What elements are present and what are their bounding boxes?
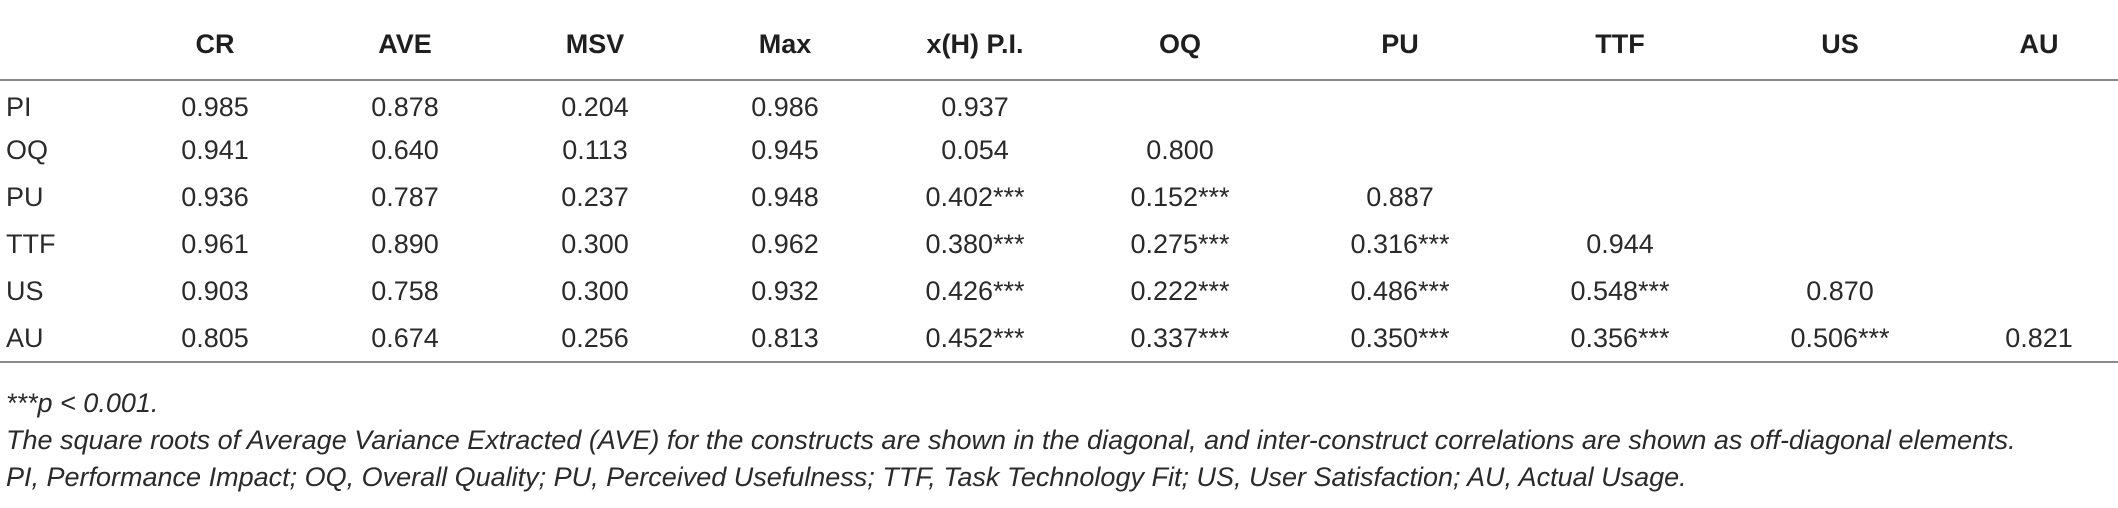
table-cell: 0.962 — [751, 229, 819, 259]
results-table: CR AVE MSV Max x(H) P.I. OQ PU TTF US AU… — [0, 10, 2118, 363]
row-label: OQ — [6, 135, 49, 165]
row-label: PI — [6, 91, 32, 122]
table-cell: 0.674 — [310, 315, 500, 363]
table-cell: 0.152*** — [1130, 182, 1230, 212]
table-cell — [1730, 174, 1950, 221]
table-cell: 0.758 — [371, 276, 439, 306]
header-cell-pu: PU — [1290, 10, 1510, 81]
table-cell — [1950, 221, 2118, 268]
table-cell: 0.937 — [941, 91, 1009, 122]
table-cell: 0.985 — [181, 91, 249, 122]
footnote-abbreviations: PI, Performance Impact; OQ, Overall Qual… — [6, 462, 1687, 492]
table-cell — [1290, 127, 1510, 174]
table-cell: 0.961 — [181, 229, 249, 259]
table-cell: 0.986 — [751, 91, 819, 122]
table-cell: 0.452*** — [880, 315, 1070, 363]
table-row: TTF 0.961 0.890 0.300 0.962 0.380*** 0.2… — [0, 221, 2118, 268]
table-cell: 0.337*** — [1070, 315, 1290, 363]
table-cell — [1950, 80, 2118, 127]
footnote-diagonal-explanation: The square roots of Average Variance Ext… — [6, 425, 2016, 455]
table-row: PU 0.936 0.787 0.237 0.948 0.402*** 0.15… — [0, 174, 2118, 221]
table-cell: 0.787 — [371, 182, 439, 212]
row-label: US — [6, 276, 44, 306]
row-label: AU — [0, 315, 120, 363]
table-row: OQ 0.941 0.640 0.113 0.945 0.054 0.800 — [0, 127, 2118, 174]
table-cell: 0.945 — [751, 135, 819, 165]
table-cell: 0.426*** — [925, 276, 1025, 306]
table-cell: 0.805 — [120, 315, 310, 363]
table-cell: 0.640 — [371, 135, 439, 165]
table-cell — [1730, 127, 1950, 174]
table-cell: 0.548*** — [1570, 276, 1670, 306]
header-cell-au: AU — [1950, 10, 2118, 81]
table-cell: 0.275*** — [1130, 229, 1230, 259]
table-cell: 0.256 — [500, 315, 690, 363]
table-cell: 0.878 — [371, 91, 439, 122]
table-cell: 0.903 — [181, 276, 249, 306]
table-cell: 0.402*** — [925, 182, 1025, 212]
table-cell — [1510, 80, 1730, 127]
table-cell: 0.300 — [561, 229, 629, 259]
table-cell: 0.356*** — [1510, 315, 1730, 363]
table-row: PI 0.985 0.878 0.204 0.986 0.937 — [0, 80, 2118, 127]
table-cell: 0.300 — [561, 276, 629, 306]
table-cell: 0.936 — [181, 182, 249, 212]
table-cell: 0.350*** — [1290, 315, 1510, 363]
header-cell-corner — [0, 10, 120, 81]
table-cell — [1290, 80, 1510, 127]
table-cell: 0.316*** — [1350, 229, 1450, 259]
row-label: PU — [6, 182, 44, 212]
table-cell: 0.813 — [690, 315, 880, 363]
table-cell — [1730, 221, 1950, 268]
table-cell — [1510, 127, 1730, 174]
table-footnotes: ***p < 0.001. The square roots of Averag… — [6, 385, 2114, 496]
table-header: CR AVE MSV Max x(H) P.I. OQ PU TTF US AU — [0, 10, 2118, 81]
table-cell: 0.237 — [561, 182, 629, 212]
table-cell: 0.800 — [1146, 135, 1214, 165]
table-cell — [1070, 80, 1290, 127]
header-cell-cr: CR — [120, 10, 310, 81]
table-cell: 0.870 — [1806, 276, 1874, 306]
footnote-significance: ***p < 0.001. — [6, 388, 159, 418]
header-row: CR AVE MSV Max x(H) P.I. OQ PU TTF US AU — [0, 10, 2118, 81]
table-cell: 0.506*** — [1730, 315, 1950, 363]
header-cell-us: US — [1730, 10, 1950, 81]
table-cell: 0.941 — [181, 135, 249, 165]
header-cell-ttf: TTF — [1510, 10, 1730, 81]
row-label: TTF — [6, 229, 56, 259]
table-cell: 0.944 — [1586, 229, 1654, 259]
header-cell-msv: MSV — [500, 10, 690, 81]
table-cell: 0.821 — [1950, 315, 2118, 363]
table-cell: 0.054 — [941, 135, 1009, 165]
table-cell — [1510, 174, 1730, 221]
header-cell-pi: x(H) P.I. — [880, 10, 1070, 81]
table-cell: 0.113 — [562, 135, 628, 165]
table-body: PI 0.985 0.878 0.204 0.986 0.937 OQ 0.94… — [0, 80, 2118, 363]
table-row: AU 0.805 0.674 0.256 0.813 0.452*** 0.33… — [0, 315, 2118, 363]
header-cell-max: Max — [690, 10, 880, 81]
table-cell — [1950, 268, 2118, 315]
table-cell — [1950, 174, 2118, 221]
table-cell — [1730, 80, 1950, 127]
table-row: US 0.903 0.758 0.300 0.932 0.426*** 0.22… — [0, 268, 2118, 315]
table-cell: 0.222*** — [1130, 276, 1230, 306]
table-cell: 0.932 — [751, 276, 819, 306]
header-cell-oq: OQ — [1070, 10, 1290, 81]
table-cell: 0.890 — [371, 229, 439, 259]
table-cell: 0.380*** — [925, 229, 1025, 259]
table-cell: 0.204 — [561, 91, 629, 122]
table-cell: 0.486*** — [1350, 276, 1450, 306]
header-cell-ave: AVE — [310, 10, 500, 81]
table-cell — [1950, 127, 2118, 174]
table-cell: 0.887 — [1366, 182, 1434, 212]
table-cell: 0.948 — [751, 182, 819, 212]
